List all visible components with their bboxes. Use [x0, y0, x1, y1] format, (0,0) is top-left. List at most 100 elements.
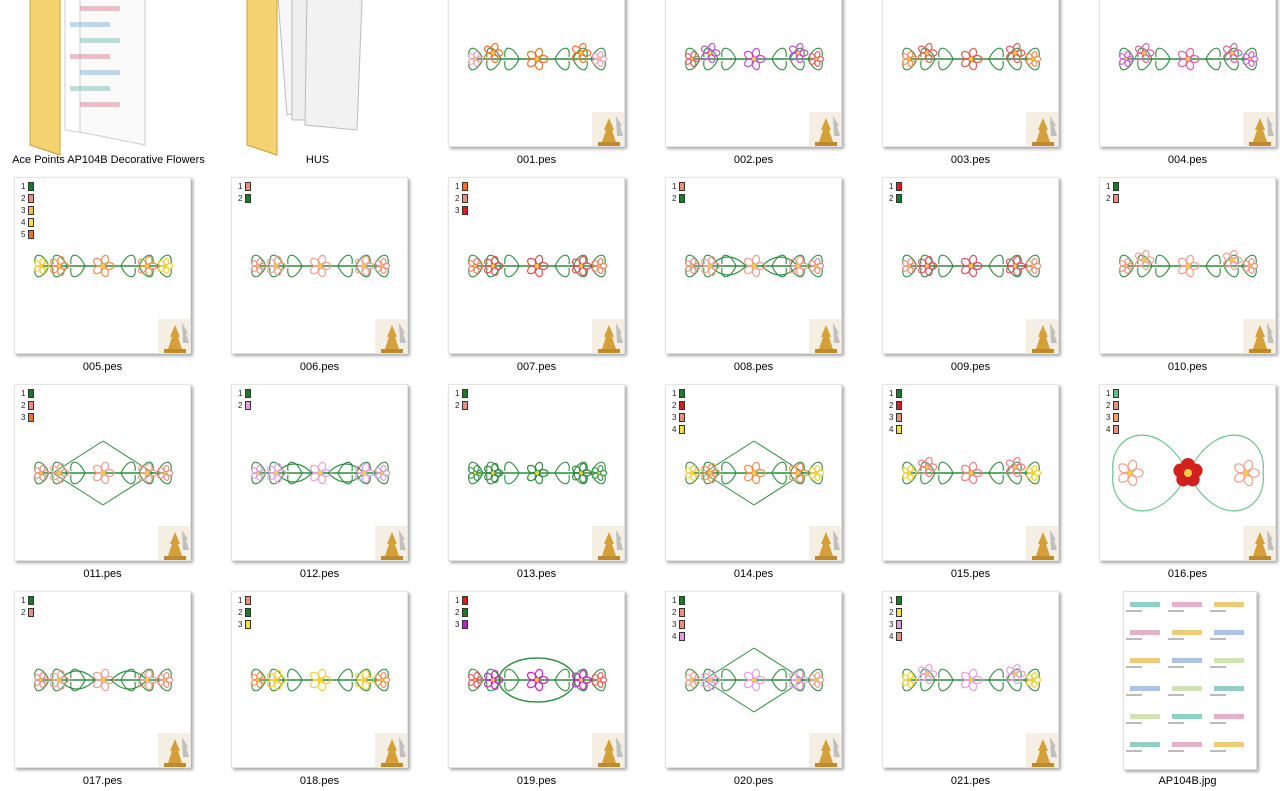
color-swatch: 2: [21, 606, 35, 618]
scroll-curl: [920, 679, 936, 692]
center-flower: [527, 668, 549, 692]
scroll-curl: [120, 679, 136, 692]
file-item[interactable]: 1 2 3 4 015.pes: [868, 384, 1068, 584]
end-flower: [591, 671, 608, 689]
scroll-curl: [789, 461, 805, 474]
side-flower: [917, 42, 938, 64]
file-item[interactable]: 345 003.pes: [868, 0, 1068, 170]
end-flower: [33, 257, 50, 275]
side-flower: [266, 255, 287, 277]
end-flower: [1242, 50, 1259, 68]
file-item[interactable]: 1 2 3 019.pes: [434, 591, 634, 791]
file-label: 009.pes: [950, 361, 991, 373]
scroll-curl: [938, 47, 954, 60]
file-item-chart-sheet[interactable]: AP104B.jpg: [1085, 591, 1280, 791]
side-flower: [788, 462, 809, 484]
color-swatch: 3: [889, 618, 903, 630]
watermark-logo: [1026, 319, 1058, 353]
scroll-curl: [721, 472, 737, 485]
file-item[interactable]: 1 2 3 4 5 005.pes: [0, 177, 200, 377]
end-flower: [33, 464, 50, 482]
scroll-curl: [572, 254, 588, 267]
stem-curve: [1187, 434, 1264, 474]
end-flower: [808, 464, 825, 482]
file-item[interactable]: 1 2 3 007.pes: [434, 177, 634, 377]
embroidery-design: [901, 254, 1042, 278]
center-flower: [744, 47, 766, 71]
watermark-logo: [1243, 526, 1275, 560]
end-flower: [250, 671, 267, 689]
watermark-logo: [592, 733, 624, 767]
file-item[interactable]: 1 2 010.pes: [1085, 177, 1280, 377]
file-item[interactable]: 1 2 3 4 016.pes: [1085, 384, 1280, 584]
end-flower: [684, 50, 701, 68]
file-item[interactable]: 3 004.pes: [1085, 0, 1280, 170]
center-flower: [310, 668, 332, 692]
file-item[interactable]: 1 2 013.pes: [434, 384, 634, 584]
scroll-curl: [1137, 265, 1153, 278]
color-swatch: 4: [21, 216, 35, 228]
file-item[interactable]: 1 2 006.pes: [217, 177, 417, 377]
color-swatch: 2: [238, 192, 252, 204]
color-swatch: 1: [889, 594, 903, 606]
color-swatch: 1: [21, 387, 35, 399]
scroll-curl: [938, 265, 954, 278]
stem-curve: [1112, 472, 1189, 512]
file-item[interactable]: 34 001.pes: [434, 0, 634, 170]
scroll-curl: [789, 472, 805, 485]
end-flower: [1025, 257, 1042, 275]
file-item[interactable]: 1 2 012.pes: [217, 384, 417, 584]
scroll-curl: [1223, 265, 1239, 278]
watermark-logo: [1026, 112, 1058, 146]
embroidery-design: [1118, 249, 1259, 278]
scroll-curl: [572, 58, 588, 71]
color-swatch: 2: [455, 399, 469, 411]
end-flower: [901, 671, 918, 689]
color-swatch: 4: [672, 423, 686, 435]
scroll-curl: [355, 254, 371, 267]
folder-hus[interactable]: HUS: [217, 0, 417, 170]
file-item[interactable]: 1 2 3 4 021.pes: [868, 591, 1068, 791]
scroll-curl: [504, 58, 520, 71]
file-item[interactable]: 1 2 008.pes: [651, 177, 851, 377]
side-flower: [266, 462, 287, 484]
end-flower: [157, 257, 174, 275]
color-swatch: 1: [238, 387, 252, 399]
side-flower: [1234, 459, 1260, 487]
file-item[interactable]: 1 2 3 4 020.pes: [651, 591, 851, 791]
scroll-curl: [554, 47, 570, 60]
watermark-logo: [375, 526, 407, 560]
color-swatch: 1: [455, 180, 469, 192]
scroll-curl: [120, 472, 136, 485]
file-item[interactable]: 1 2 017.pes: [0, 591, 200, 791]
scroll-curl: [771, 679, 787, 692]
file-item[interactable]: 34 002.pes: [651, 0, 851, 170]
folder-ace-points[interactable]: Ace Points AP104B Decorative Flowers: [0, 0, 205, 170]
file-item[interactable]: 1 2 009.pes: [868, 177, 1068, 377]
end-flower: [808, 257, 825, 275]
embroidery-design: [467, 461, 608, 485]
end-flower: [901, 257, 918, 275]
side-flower: [1222, 249, 1243, 271]
side-flower: [700, 255, 721, 277]
scroll-curl: [1223, 58, 1239, 71]
file-item[interactable]: 1 2 3 018.pes: [217, 591, 417, 791]
file-label: 004.pes: [1167, 154, 1208, 166]
file-item[interactable]: 1 2 3 011.pes: [0, 384, 200, 584]
side-flower: [1118, 459, 1144, 487]
file-item[interactable]: 1 2 3 4 014.pes: [651, 384, 851, 584]
scroll-curl: [287, 472, 303, 485]
embroidery-design: [33, 668, 174, 692]
scroll-curl: [920, 58, 936, 71]
color-swatch: 4: [889, 630, 903, 642]
